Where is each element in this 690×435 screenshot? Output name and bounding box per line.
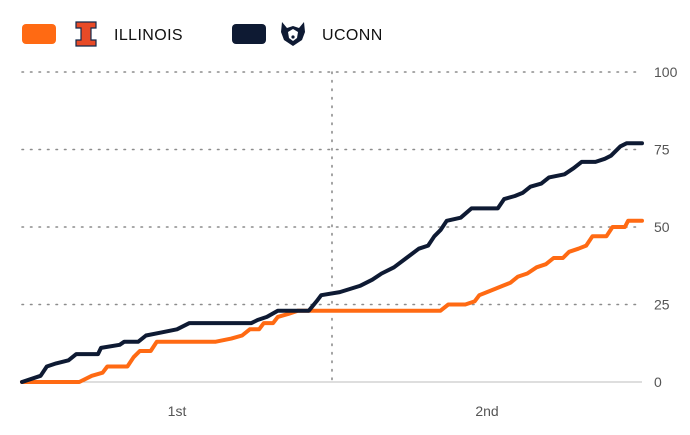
y-tick-label-25: 25: [654, 297, 670, 313]
series-line-uconn: [20, 141, 644, 384]
legend: ILLINOIS UCONN: [22, 21, 383, 47]
x-period-label-1st: 1st: [168, 403, 187, 419]
y-tick-label-100: 100: [654, 64, 678, 80]
legend-label-illinois: ILLINOIS: [114, 27, 183, 44]
series-lines: [20, 141, 644, 384]
illinois-block-i-logo: [75, 21, 97, 47]
grid: [21, 71, 643, 383]
x-period-label-2nd: 2nd: [475, 403, 498, 419]
y-axis-ticks: 0 25 50 75 100: [654, 64, 678, 390]
illinois-color-swatch: [22, 24, 56, 44]
x-axis-periods: 1st 2nd: [168, 403, 499, 419]
uconn-color-swatch: [232, 24, 266, 44]
legend-label-uconn: UCONN: [322, 27, 383, 44]
y-tick-label-0: 0: [654, 374, 662, 390]
y-tick-label-50: 50: [654, 219, 670, 235]
y-tick-label-75: 75: [654, 142, 670, 158]
series-line-illinois: [20, 218, 644, 384]
legend-item-illinois: ILLINOIS: [22, 21, 183, 47]
legend-item-uconn: UCONN: [232, 22, 383, 46]
uconn-husky-logo: [281, 22, 305, 46]
